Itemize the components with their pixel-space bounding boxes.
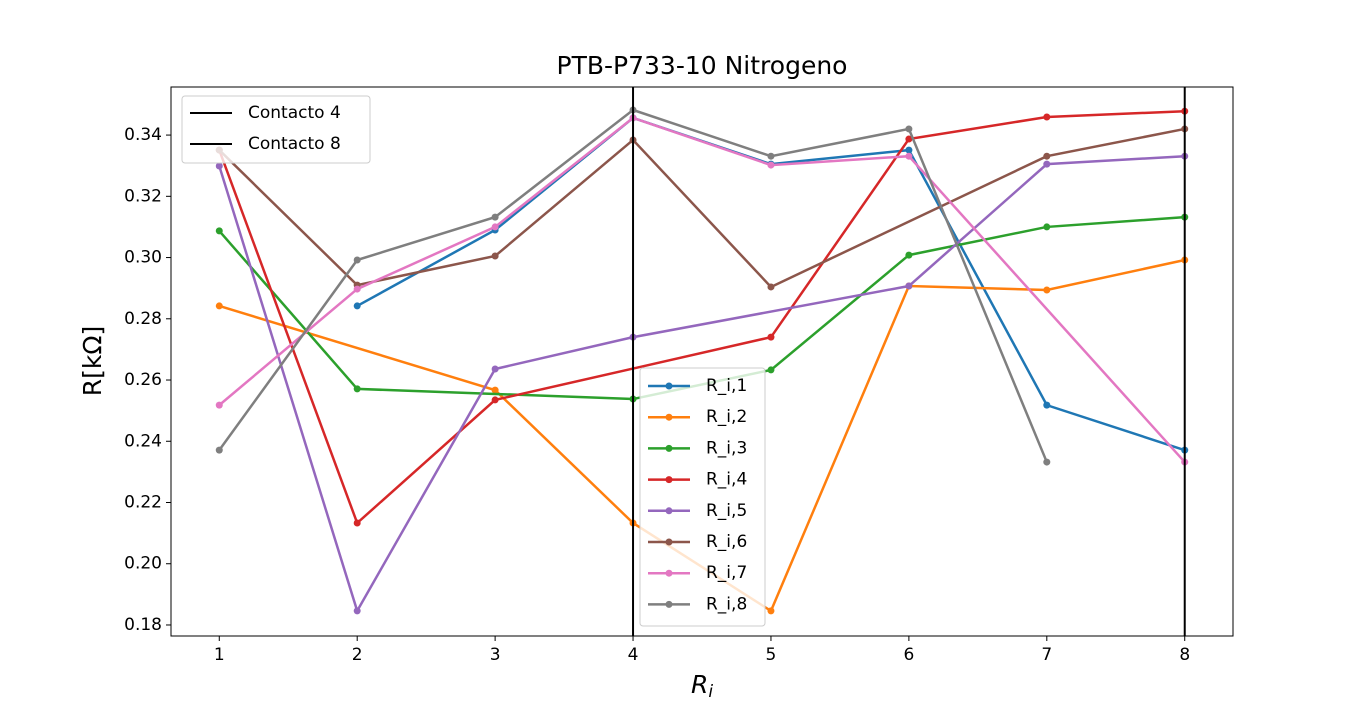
legend-label: R_i,4 xyxy=(706,470,747,490)
data-point xyxy=(767,333,775,341)
data-point xyxy=(905,135,913,143)
data-point xyxy=(353,285,361,293)
y-tick-label: 0.34 xyxy=(124,125,162,145)
y-tick-label: 0.28 xyxy=(124,309,162,329)
legend-marker xyxy=(665,507,673,515)
data-point xyxy=(767,607,775,615)
data-point xyxy=(1043,152,1051,160)
y-tick-label: 0.32 xyxy=(124,186,162,206)
data-point xyxy=(491,365,499,373)
data-point xyxy=(491,396,499,404)
legend-marker xyxy=(665,444,673,452)
x-tick-label: 7 xyxy=(1041,645,1052,665)
data-point xyxy=(215,227,223,235)
data-point xyxy=(767,161,775,169)
legend-marker xyxy=(665,538,673,546)
data-point xyxy=(215,401,223,409)
data-point xyxy=(1043,160,1051,168)
y-tick-label: 0.30 xyxy=(124,248,162,268)
data-point xyxy=(767,366,775,374)
data-point xyxy=(353,302,361,310)
x-tick-label: 2 xyxy=(352,645,363,665)
plot-frame xyxy=(170,86,1234,637)
data-point xyxy=(1043,223,1051,231)
x-label-sub: i xyxy=(708,682,713,702)
legend-label: R_i,7 xyxy=(706,563,747,583)
data-point xyxy=(215,446,223,454)
x-tick-label: 6 xyxy=(903,645,914,665)
data-point xyxy=(905,282,913,290)
y-tick-label: 0.26 xyxy=(124,370,162,390)
data-point xyxy=(491,223,499,231)
x-tick-label: 1 xyxy=(214,645,225,665)
x-axis-label: Ri xyxy=(691,670,713,702)
data-point xyxy=(905,146,913,154)
legend-label: R_i,2 xyxy=(706,407,747,427)
legend-box xyxy=(639,367,766,627)
data-point xyxy=(905,152,913,160)
data-point xyxy=(353,256,361,264)
data-point xyxy=(215,162,223,170)
legend-label: R_i,8 xyxy=(706,594,747,614)
data-point xyxy=(215,302,223,310)
data-point xyxy=(767,152,775,160)
x-tick-label: 3 xyxy=(490,645,501,665)
data-point xyxy=(1043,401,1051,409)
data-point xyxy=(1043,458,1051,466)
data-point xyxy=(1043,113,1051,121)
legend-label: Contacto 8 xyxy=(248,134,341,154)
legend-marker xyxy=(665,600,673,608)
data-point xyxy=(353,385,361,393)
x-label-base: R xyxy=(691,670,708,699)
legend-label: R_i,3 xyxy=(706,438,747,458)
y-tick-label: 0.18 xyxy=(124,615,162,635)
legend-label: R_i,1 xyxy=(706,376,747,396)
y-tick-label: 0.22 xyxy=(124,493,162,513)
legend-marker xyxy=(665,413,673,421)
legend-label: R_i,6 xyxy=(706,532,747,552)
x-tick-label: 5 xyxy=(766,645,777,665)
data-point xyxy=(767,283,775,291)
legend-marker xyxy=(665,382,673,390)
data-point xyxy=(491,386,499,394)
legend-label: Contacto 4 xyxy=(248,103,341,123)
data-point xyxy=(491,213,499,221)
data-point xyxy=(1043,286,1051,294)
data-point xyxy=(905,251,913,259)
x-tick-label: 8 xyxy=(1179,645,1190,665)
legend-marker xyxy=(665,476,673,484)
data-point xyxy=(353,607,361,615)
y-tick-label: 0.24 xyxy=(124,431,162,451)
data-point xyxy=(353,519,361,527)
data-point xyxy=(905,125,913,133)
legend-label: R_i,5 xyxy=(706,501,747,521)
y-axis-label: R[kΩ] xyxy=(78,326,107,396)
chart-title: PTB-P733-10 Nitrogeno xyxy=(557,51,848,80)
data-point xyxy=(491,252,499,260)
legend-marker xyxy=(665,569,673,577)
x-tick-label: 4 xyxy=(628,645,639,665)
y-tick-label: 0.20 xyxy=(124,554,162,574)
